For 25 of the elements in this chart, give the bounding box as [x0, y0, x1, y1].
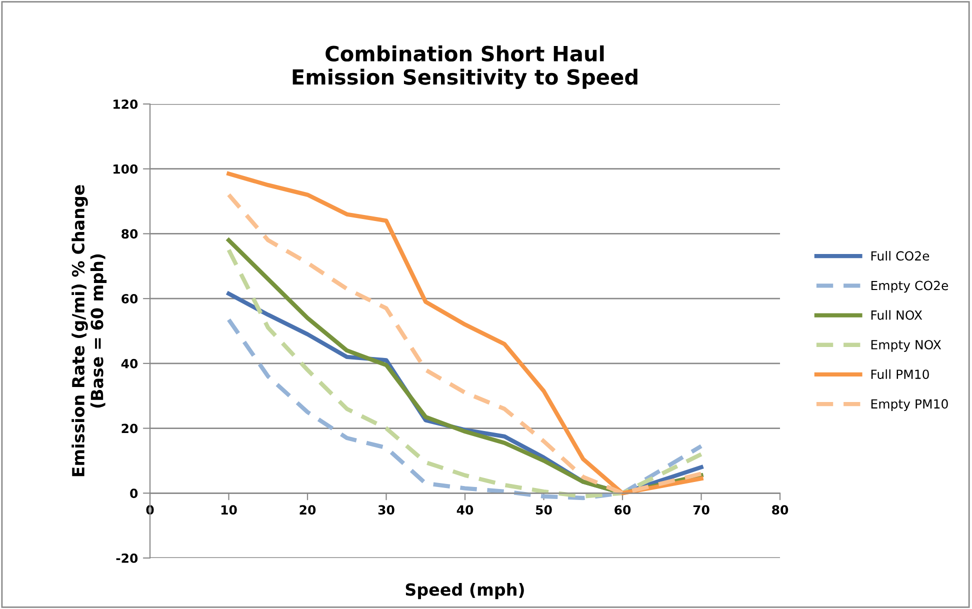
y-tick-label: 20 — [122, 424, 138, 434]
x-tick-label: 70 — [693, 505, 710, 515]
x-tick-label: 40 — [456, 505, 474, 515]
chart-title: Combination Short Haul Emission Sensitivity to Speed — [292, 45, 638, 90]
legend-label: Empty PM10 — [871, 399, 948, 412]
y-tick-label: 120 — [114, 99, 138, 109]
x-axis-title: Speed (mph) — [406, 582, 524, 600]
y-tick-label: 60 — [122, 294, 138, 304]
legend-label: Empty CO2e — [871, 280, 948, 293]
legend-label: Empty NOX — [871, 340, 942, 352]
y-tick-label: 80 — [122, 229, 138, 239]
x-tick-label: 80 — [772, 505, 788, 515]
x-tick-label: 20 — [300, 505, 316, 515]
legend-label: Full CO2e — [871, 250, 930, 261]
legend-label: Full PM10 — [871, 369, 929, 380]
y-tick-label: 100 — [114, 164, 138, 174]
y-axis-title: Emission Rate (g/mi) % Change (Base = 60 mph) — [72, 185, 107, 476]
y-tick-label: 40 — [121, 358, 138, 368]
y-tick-label: -20 — [116, 553, 138, 563]
x-tick-label: 30 — [378, 505, 394, 515]
legend-label: Full NOX — [871, 310, 922, 320]
x-tick-label: 50 — [536, 505, 552, 515]
x-tick-label: 60 — [614, 505, 631, 515]
x-tick-label: 10 — [221, 505, 237, 515]
y-tick-label: 0 — [130, 488, 138, 498]
